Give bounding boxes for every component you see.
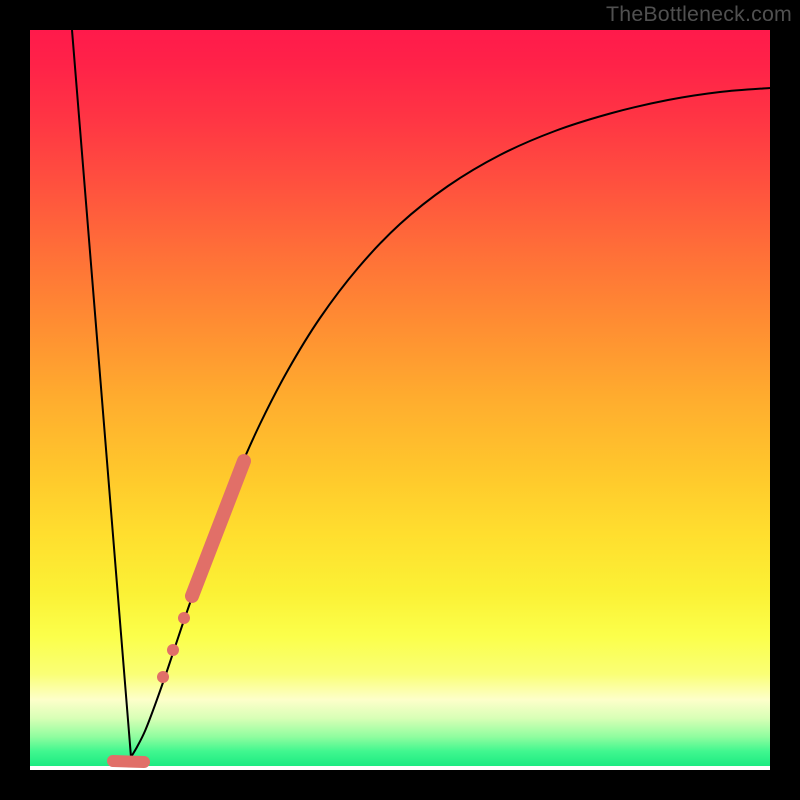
valley-marker bbox=[113, 761, 144, 762]
chart-root: TheBottleneck.com bbox=[0, 0, 800, 800]
bottleneck-chart bbox=[0, 0, 800, 800]
plot-area bbox=[30, 30, 770, 770]
watermark-text: TheBottleneck.com bbox=[606, 2, 792, 27]
